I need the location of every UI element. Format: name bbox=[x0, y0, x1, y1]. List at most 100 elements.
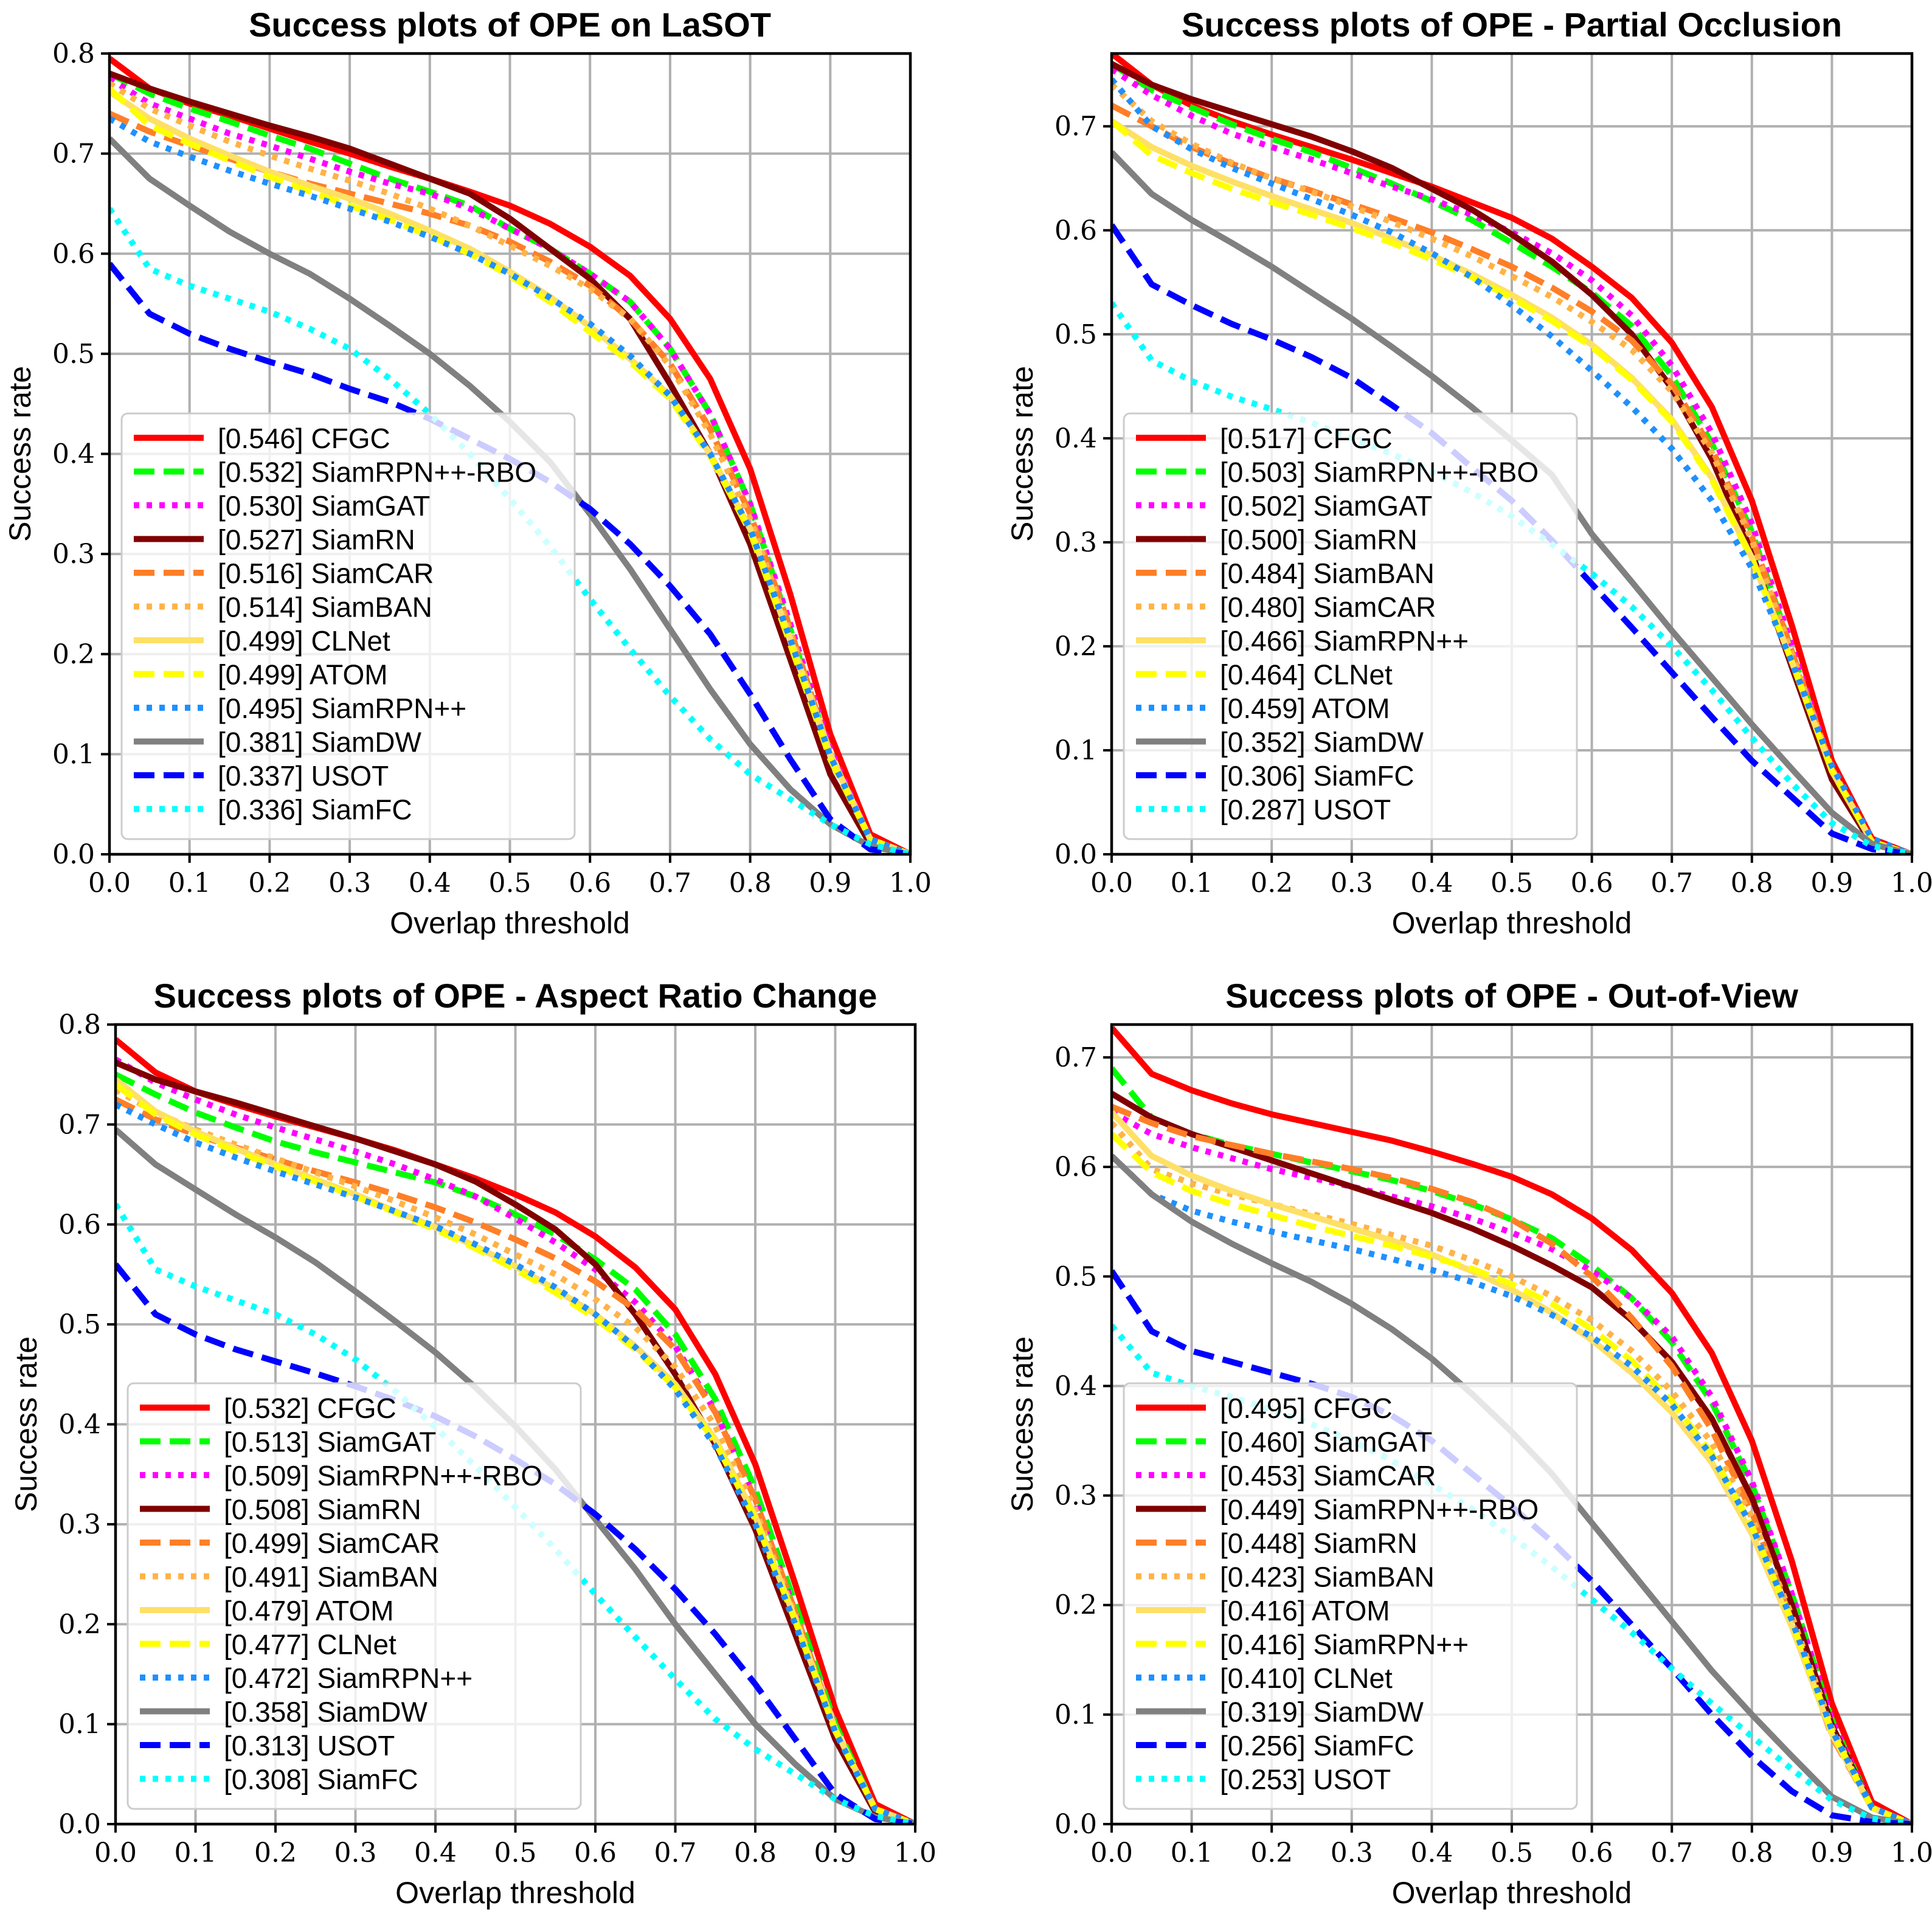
chart-panel-3: 0.0 0.1 0.2 0.3 0.4 0.5 0.6 0.7 0.8 0.9 1.0 0.0 0.1 0… bbox=[9, 977, 937, 1910]
x-tick-label: 0.8 bbox=[734, 1837, 777, 1868]
legend-label: [0.514] SiamBAN bbox=[218, 592, 432, 623]
legend-label: [0.484] SiamBAN bbox=[1220, 558, 1435, 589]
legend-label: [0.517] CFGC bbox=[1220, 423, 1393, 454]
legend-label: [0.466] SiamRPN++ bbox=[1220, 625, 1469, 657]
x-tick-label: 0.3 bbox=[334, 1837, 377, 1868]
x-tick-label: 0.3 bbox=[1331, 868, 1373, 899]
x-tick-label: 0.7 bbox=[654, 1837, 697, 1868]
y-tick-label: 0.1 bbox=[1054, 1699, 1097, 1730]
legend-label: [0.306] SiamFC bbox=[1220, 760, 1414, 792]
x-tick-label: 0.0 bbox=[1090, 1837, 1133, 1868]
x-tick-label: 0.4 bbox=[1410, 1837, 1453, 1868]
y-tick-label: 0.3 bbox=[1054, 527, 1097, 558]
legend-label: [0.410] CLNet bbox=[1220, 1662, 1393, 1694]
x-tick-label: 0.2 bbox=[254, 1837, 297, 1868]
y-axis-label: Success rate bbox=[9, 1336, 43, 1512]
legend-box bbox=[1123, 412, 1578, 840]
x-tick-label: 1.0 bbox=[1891, 1837, 1932, 1868]
legend-label: [0.449] SiamRPN++-RBO bbox=[1220, 1494, 1539, 1526]
y-tick-label: 0.4 bbox=[1054, 1371, 1097, 1402]
legend-label: [0.480] SiamCAR bbox=[1220, 592, 1436, 623]
legend-label: [0.513] SiamGAT bbox=[224, 1426, 436, 1458]
legend-label: [0.336] SiamFC bbox=[218, 794, 412, 826]
y-tick-label: 0.2 bbox=[58, 1609, 101, 1640]
legend: [0.495] CFGC[0.460] SiamGAT[0.453] SiamC… bbox=[1123, 1382, 1578, 1810]
series-line-6 bbox=[1112, 82, 1912, 854]
y-tick-label: 0.0 bbox=[52, 839, 95, 870]
x-tick-label: 0.3 bbox=[328, 868, 371, 899]
y-tick-label: 0.7 bbox=[58, 1109, 101, 1140]
x-tick-label: 0.5 bbox=[494, 1837, 537, 1868]
y-tick-label: 0.1 bbox=[1054, 735, 1097, 766]
series-line-4 bbox=[1112, 1091, 1912, 1824]
y-tick-label: 0.8 bbox=[58, 1009, 101, 1040]
legend-label: [0.319] SiamDW bbox=[1220, 1696, 1424, 1728]
x-tick-label: 0.5 bbox=[489, 868, 531, 899]
y-axis-label: Success rate bbox=[3, 366, 37, 542]
x-tick-label: 1.0 bbox=[889, 868, 932, 899]
legend-box bbox=[120, 412, 576, 840]
legend-label: [0.453] SiamCAR bbox=[1220, 1460, 1436, 1492]
x-tick-label: 0.9 bbox=[1810, 1837, 1853, 1868]
y-tick-label: 0.1 bbox=[52, 739, 95, 770]
y-tick-label: 0.3 bbox=[52, 539, 95, 570]
x-tick-label: 0.8 bbox=[1731, 868, 1773, 899]
series-line-9 bbox=[1112, 77, 1912, 854]
y-tick-label: 0.4 bbox=[58, 1409, 101, 1440]
legend-label: [0.256] SiamFC bbox=[1220, 1730, 1414, 1761]
series-line-5 bbox=[116, 1096, 915, 1824]
legend-label: [0.464] CLNet bbox=[1220, 659, 1393, 691]
y-tick-label: 0.4 bbox=[1054, 423, 1097, 454]
legend-label: [0.530] SiamGAT bbox=[218, 490, 430, 522]
x-tick-label: 0.8 bbox=[729, 868, 772, 899]
x-tick-label: 1.0 bbox=[1891, 868, 1932, 899]
legend-label: [0.532] CFGC bbox=[224, 1392, 396, 1424]
series-line-9 bbox=[116, 1102, 915, 1824]
x-tick-label: 0.3 bbox=[1331, 1837, 1373, 1868]
x-tick-label: 0.6 bbox=[1571, 868, 1613, 899]
legend-label: [0.423] SiamBAN bbox=[1220, 1561, 1435, 1593]
y-tick-label: 0.2 bbox=[52, 639, 95, 670]
legend: [0.517] CFGC[0.503] SiamRPN++-RBO[0.502]… bbox=[1123, 412, 1578, 840]
legend-label: [0.499] ATOM bbox=[218, 659, 388, 691]
x-tick-label: 0.2 bbox=[1250, 868, 1293, 899]
series-line-4 bbox=[116, 1059, 915, 1824]
x-tick-label: 0.4 bbox=[1410, 868, 1453, 899]
x-tick-label: 0.0 bbox=[94, 1837, 137, 1868]
legend-label: [0.337] USOT bbox=[218, 760, 389, 792]
y-tick-label: 0.6 bbox=[1054, 215, 1097, 246]
chart-title: Success plots of OPE - Aspect Ratio Chan… bbox=[154, 977, 878, 1015]
legend-box bbox=[1123, 1382, 1578, 1810]
legend-label: [0.416] SiamRPN++ bbox=[1220, 1629, 1469, 1661]
y-tick-label: 0.3 bbox=[1054, 1481, 1097, 1512]
chart-title: Success plots of OPE on LaSOT bbox=[249, 5, 771, 44]
legend-label: [0.472] SiamRPN++ bbox=[224, 1662, 473, 1694]
legend-label: [0.479] ATOM bbox=[224, 1595, 394, 1626]
series-line-9 bbox=[109, 116, 910, 854]
legend-label: [0.253] USOT bbox=[1220, 1764, 1391, 1796]
series-line-8 bbox=[1112, 1132, 1912, 1824]
x-tick-label: 0.4 bbox=[414, 1837, 457, 1868]
y-tick-label: 0.4 bbox=[52, 439, 95, 470]
x-tick-label: 0.1 bbox=[1171, 1837, 1213, 1868]
legend-label: [0.381] SiamDW bbox=[218, 727, 421, 758]
legend-label: [0.495] SiamRPN++ bbox=[218, 693, 466, 724]
x-tick-label: 0.1 bbox=[168, 868, 211, 899]
y-axis-label: Success rate bbox=[1005, 1336, 1039, 1512]
legend-label: [0.546] CFGC bbox=[218, 423, 390, 454]
legend: [0.532] CFGC[0.513] SiamGAT[0.509] SiamR… bbox=[126, 1382, 582, 1810]
chart-title: Success plots of OPE - Partial Occlusion bbox=[1182, 5, 1842, 44]
y-tick-label: 0.0 bbox=[1054, 839, 1097, 870]
x-tick-label: 0.9 bbox=[809, 868, 851, 899]
legend-label: [0.287] USOT bbox=[1220, 794, 1391, 826]
legend-label: [0.308] SiamFC bbox=[224, 1764, 418, 1796]
y-tick-label: 0.5 bbox=[1054, 1261, 1097, 1292]
series-line-3 bbox=[1112, 1109, 1912, 1824]
y-tick-label: 0.6 bbox=[58, 1209, 101, 1240]
legend-label: [0.499] SiamCAR bbox=[224, 1527, 440, 1559]
legend-label: [0.502] SiamGAT bbox=[1220, 490, 1432, 522]
x-tick-label: 0.6 bbox=[574, 1837, 617, 1868]
chart-panel-1: 0.0 0.1 0.2 0.3 0.4 0.5 0.6 0.7 0.8 0.9 1.0 0.0 0.1 0… bbox=[3, 5, 932, 940]
y-tick-label: 0.0 bbox=[58, 1809, 101, 1840]
